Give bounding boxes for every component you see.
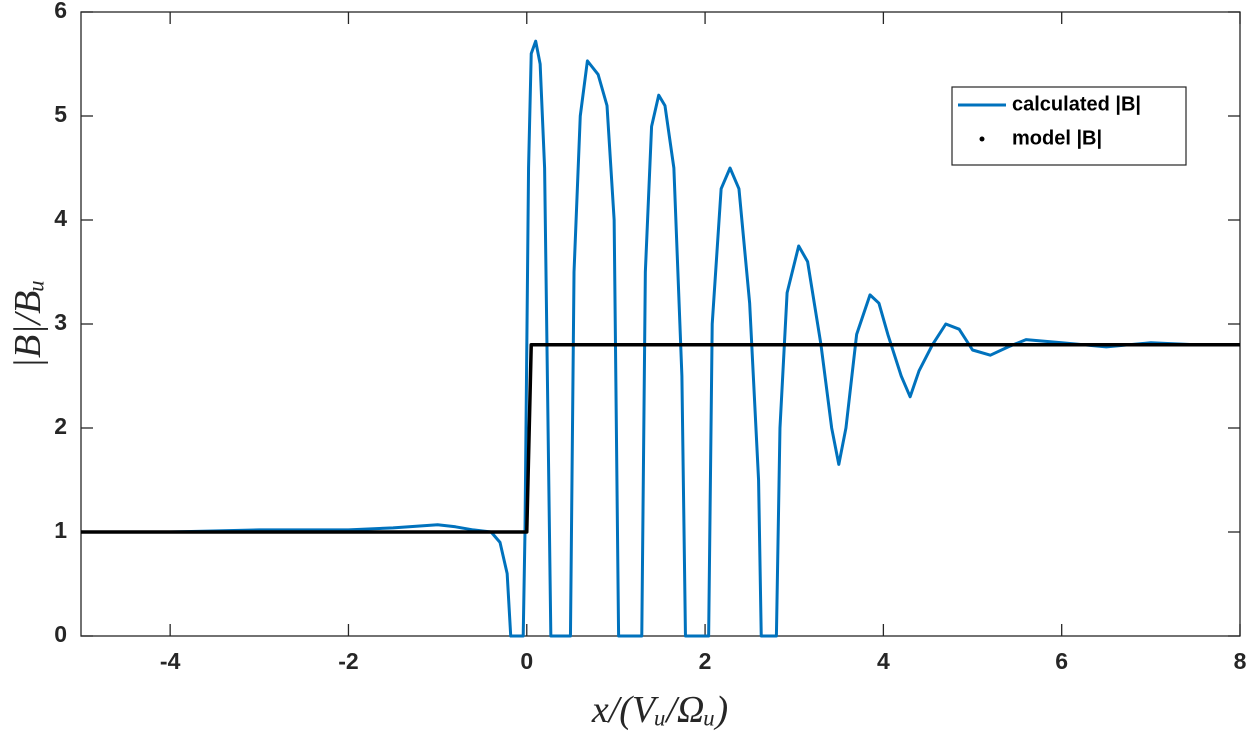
x-tick-label: 6 [1055, 648, 1068, 674]
y-tick-label: 2 [54, 413, 67, 439]
model-line [81, 343, 1240, 534]
x-tick-label: 4 [877, 648, 890, 674]
y-tick-label: 6 [54, 0, 67, 23]
legend-label: calculated |B| [1012, 93, 1141, 115]
legend-box [951, 86, 1187, 166]
x-tick-label: 2 [699, 648, 712, 674]
x-tick-label: -2 [338, 648, 358, 674]
x-axis-label: x/(Vᵤ/Ωᵤ) [591, 689, 728, 731]
x-tick-label: 0 [520, 648, 533, 674]
series-line [81, 39, 1240, 638]
y-axis-label: |B|/Bᵤ [7, 279, 49, 368]
legend-label: model |B| [1012, 127, 1102, 149]
x-tick-label: 8 [1234, 648, 1247, 674]
y-tick-label: 5 [54, 101, 67, 127]
y-tick-label: 0 [54, 621, 67, 647]
x-tick-label: -4 [160, 648, 181, 674]
y-tick-label: 3 [54, 309, 67, 335]
legend-marker [979, 136, 985, 142]
y-tick-label: 4 [54, 205, 67, 231]
y-tick-label: 1 [54, 517, 67, 543]
